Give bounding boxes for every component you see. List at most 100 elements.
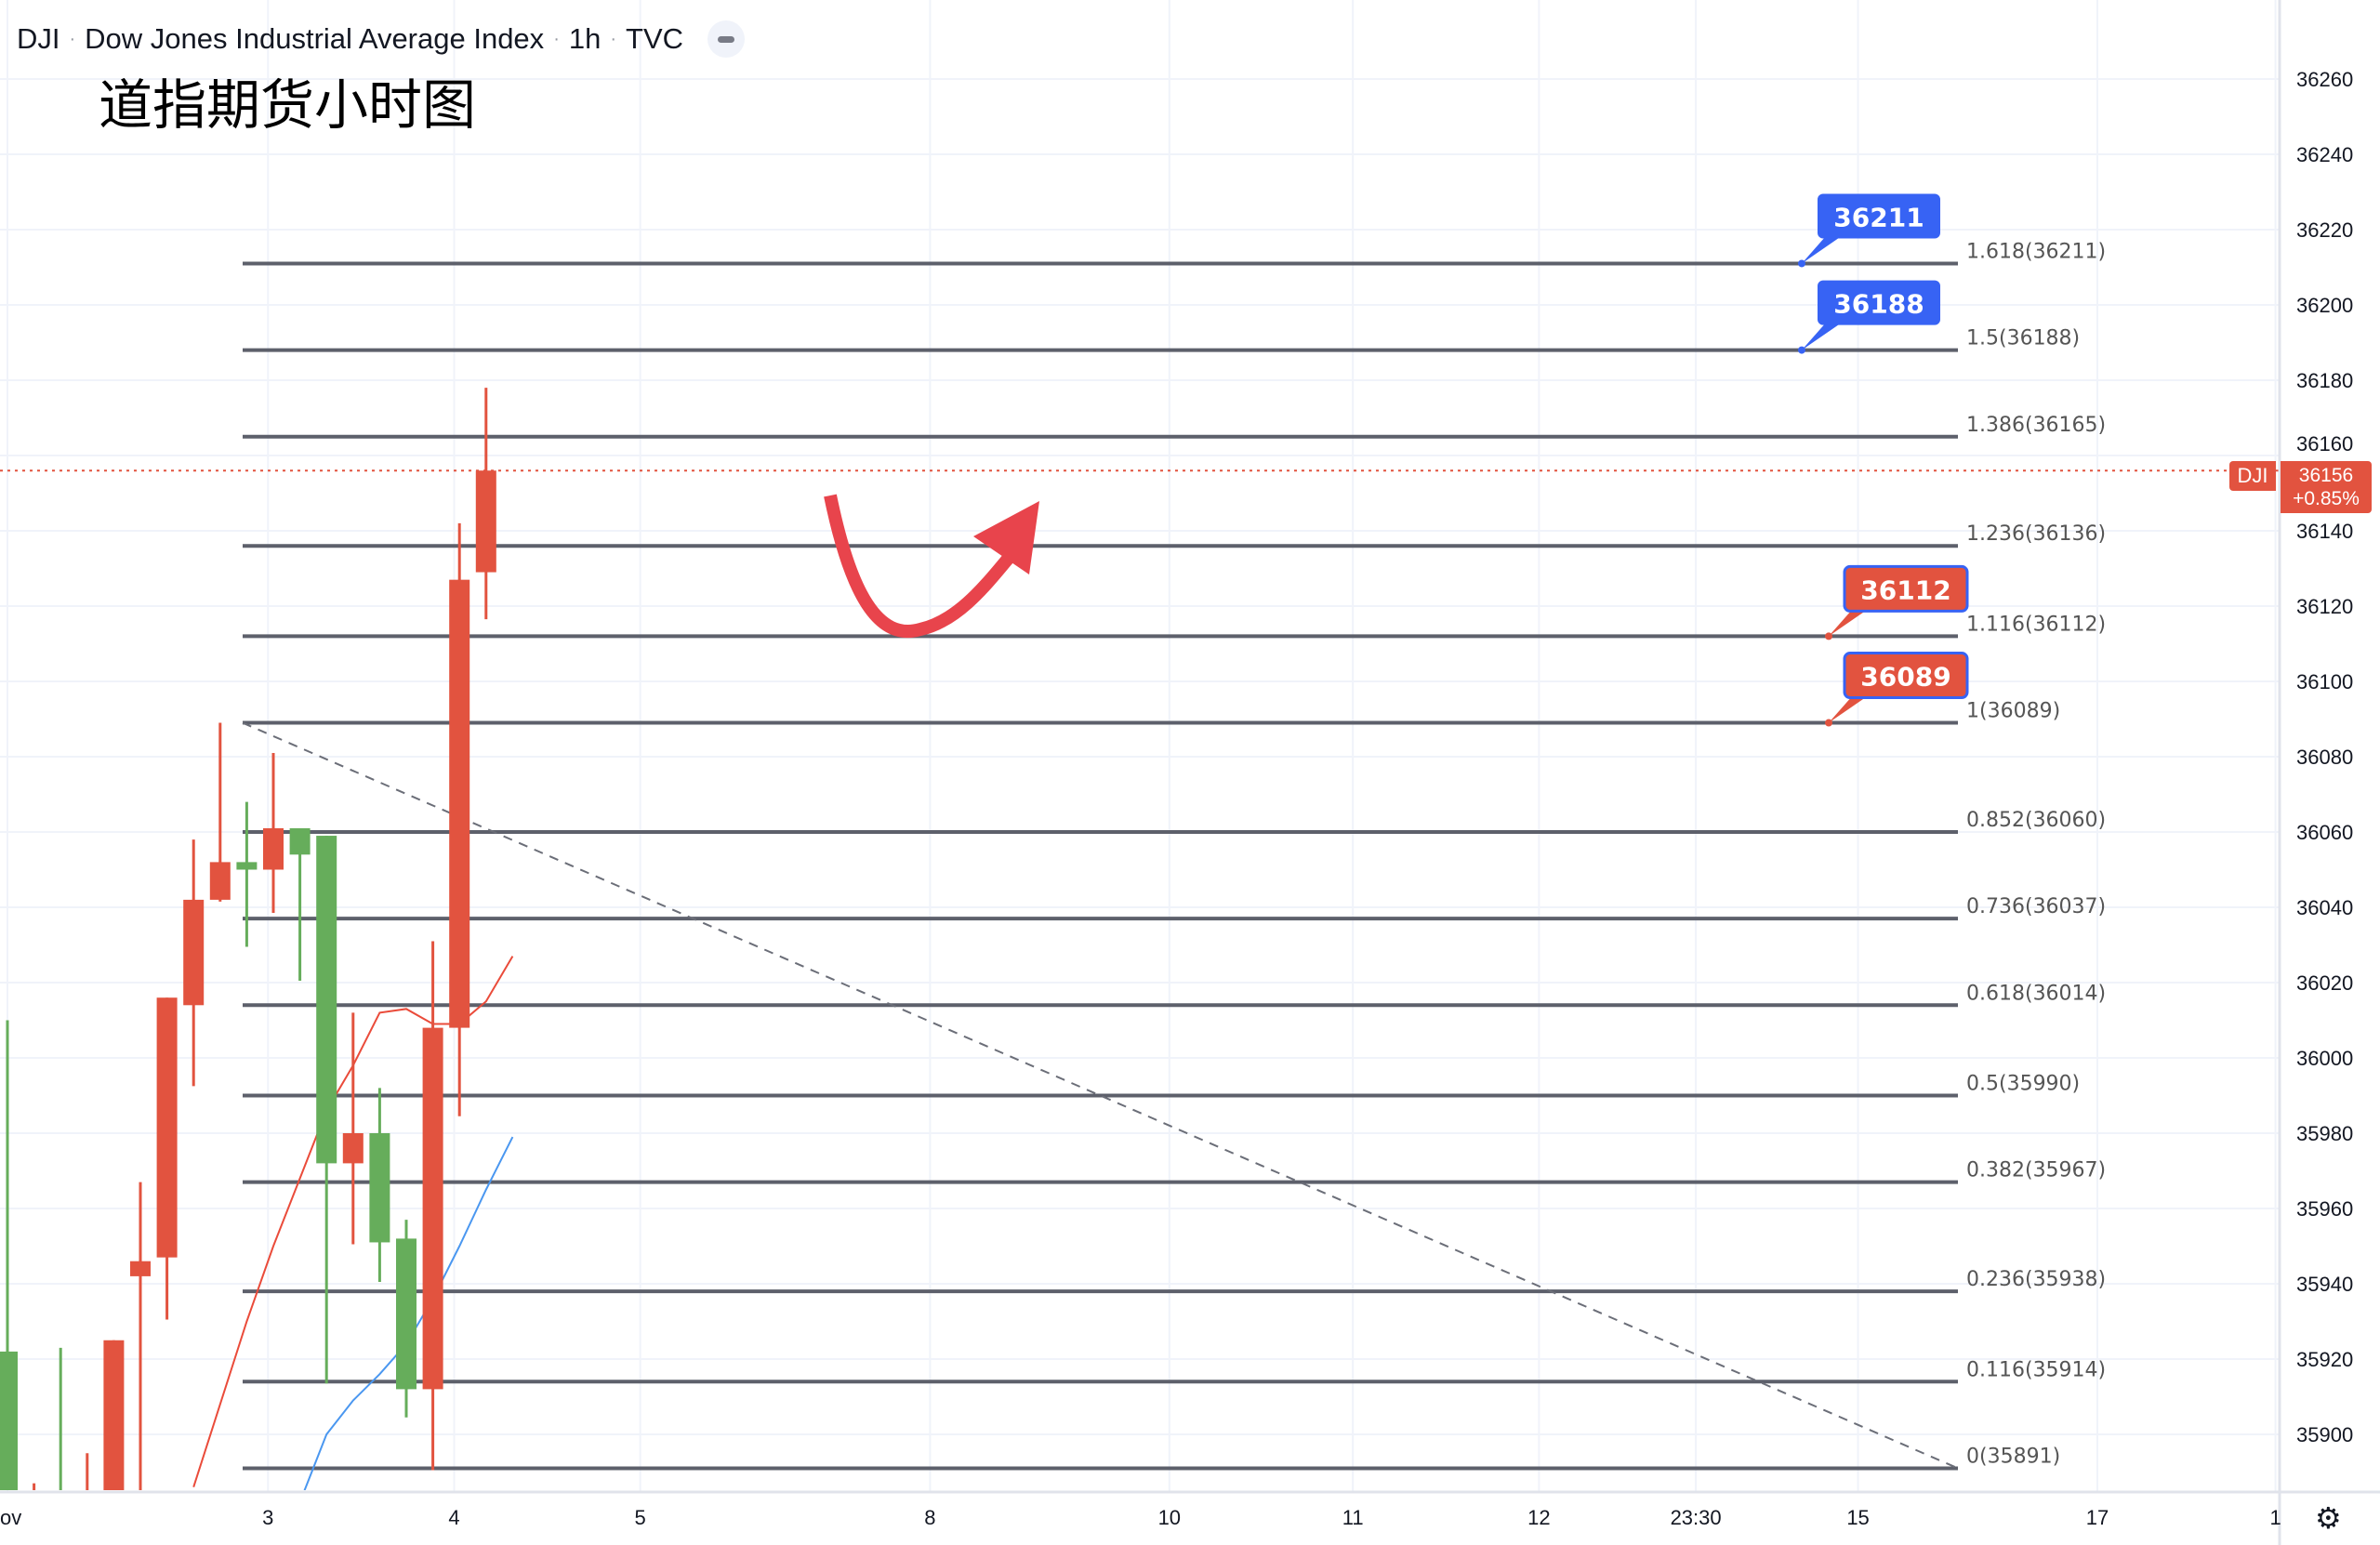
candle-body xyxy=(422,1027,443,1390)
price-tick-label: 36080 xyxy=(2296,746,2353,769)
callout-anchor xyxy=(1798,259,1805,268)
fib-level-label: 1.5(36188) xyxy=(1966,327,2080,350)
time-tick-label: 5 xyxy=(635,1506,646,1529)
fib-level-label: 0.236(35938) xyxy=(1966,1268,2106,1291)
callout-box xyxy=(1843,564,1969,613)
separator: · xyxy=(69,28,76,49)
fib-level-label: 1.236(36136) xyxy=(1966,522,2106,546)
candle-body xyxy=(263,827,284,870)
trend-line xyxy=(242,721,1959,1470)
minus-icon xyxy=(718,35,735,43)
candle xyxy=(449,522,470,1116)
price-change: +0.85% xyxy=(2293,488,2360,509)
price-tick-label: 35900 xyxy=(2296,1423,2353,1446)
callout-box xyxy=(1818,193,1940,239)
annotation-title: 道指期货小时图 xyxy=(99,73,477,137)
callout-text: 36188 xyxy=(1833,289,1924,320)
candle xyxy=(103,1340,125,1490)
separator: · xyxy=(553,28,560,49)
time-tick-label: 11 xyxy=(1342,1506,1364,1529)
callout-anchor xyxy=(1825,719,1832,727)
time-tick-label: 17 xyxy=(2086,1506,2109,1529)
candle xyxy=(130,1182,151,1490)
fib-level-label: 1(36089) xyxy=(1966,700,2060,723)
candle xyxy=(156,997,178,1320)
candle-body xyxy=(209,862,231,900)
price-tick-label: 36140 xyxy=(2296,520,2353,543)
time-tick-label: 23:30 xyxy=(1671,1506,1722,1529)
fib-level-label: 0.852(36060) xyxy=(1966,809,2106,832)
candle xyxy=(342,1012,364,1245)
time-tick-label: ov xyxy=(0,1506,21,1529)
price-tick-label: 36240 xyxy=(2296,143,2353,166)
price-tick-label: 36160 xyxy=(2296,432,2353,456)
price-callout: 36211 xyxy=(1798,193,1940,268)
callout-anchor xyxy=(1825,632,1832,640)
source: TVC xyxy=(626,22,684,55)
price-tick-label: 36060 xyxy=(2296,821,2353,844)
symbol[interactable]: DJI xyxy=(17,22,60,55)
candle xyxy=(33,1483,36,1490)
candle xyxy=(475,388,496,620)
fib-level-label: 0(35891) xyxy=(1966,1445,2060,1468)
price-tick-label: 35920 xyxy=(2296,1348,2353,1371)
candle xyxy=(289,827,311,981)
interval[interactable]: 1h xyxy=(568,22,602,55)
time-axis[interactable]: ov 3 4 5 8 10 11 12 23:30 15 17 1 xyxy=(0,1506,2281,1529)
gear-icon[interactable]: ⚙ xyxy=(2315,1501,2342,1535)
candle xyxy=(183,839,205,1087)
arrow-head xyxy=(973,501,1039,574)
candle xyxy=(59,1347,62,1490)
price-tick-label: 36020 xyxy=(2296,971,2353,995)
candle-body xyxy=(342,1133,364,1164)
callout-box xyxy=(1843,652,1969,700)
callout-text: 36211 xyxy=(1833,202,1924,232)
candle-body xyxy=(183,899,205,1006)
candle xyxy=(369,1088,390,1282)
time-tick-label: 12 xyxy=(1527,1506,1550,1529)
candle xyxy=(316,836,337,1384)
grid xyxy=(0,0,2280,1492)
fib-level-label: 0.5(35990) xyxy=(1966,1073,2080,1096)
time-tick-label: 4 xyxy=(448,1506,459,1529)
last-price: 36156 xyxy=(2298,465,2354,486)
candle xyxy=(263,752,284,914)
price-axis[interactable]: 35900 35920 35940 35960 35980 36000 36020 36040… xyxy=(2296,68,2353,1446)
symbol-name: Dow Jones Industrial Average Index xyxy=(85,22,545,55)
fibonacci-extension[interactable]: 0(35891) 0.116(35914) 0.236(35938) 0.382(35… xyxy=(242,240,2106,1471)
price-badge: 36156 +0.85% xyxy=(2281,461,2372,513)
candle xyxy=(422,941,443,1471)
separator: · xyxy=(610,28,617,49)
candle-body xyxy=(236,862,258,870)
price-tick-label: 36100 xyxy=(2296,670,2353,693)
callout-text: 36089 xyxy=(1860,662,1950,693)
candle xyxy=(396,1220,416,1418)
price-tick-label: 36260 xyxy=(2296,68,2353,91)
candle-body xyxy=(396,1238,416,1390)
fib-level-label: 0.382(35967) xyxy=(1966,1159,2106,1182)
price-tick-label: 36200 xyxy=(2296,294,2353,317)
fib-level-label: 1.618(36211) xyxy=(1966,240,2106,263)
candle-body xyxy=(103,1340,125,1490)
callout-text: 36112 xyxy=(1860,574,1950,605)
curved-arrow-icon xyxy=(824,494,1014,638)
fib-level-label: 1.386(36165) xyxy=(1966,414,2106,437)
fib-level-label: 1.116(36112) xyxy=(1966,613,2106,636)
price-callout: 36188 xyxy=(1798,280,1940,354)
candle-body xyxy=(369,1133,390,1243)
price-tick-label: 36040 xyxy=(2296,896,2353,919)
time-tick-label: 8 xyxy=(924,1506,935,1529)
candle-body xyxy=(289,827,311,855)
candle-body xyxy=(130,1261,151,1276)
fib-level-label: 0.618(36014) xyxy=(1966,982,2106,1005)
candle-body xyxy=(0,1351,18,1490)
candle-body xyxy=(475,470,496,573)
price-tick-label: 35980 xyxy=(2296,1122,2353,1145)
candle-body xyxy=(316,836,337,1164)
fib-level-label: 0.736(36037) xyxy=(1966,895,2106,918)
collapse-legend-button[interactable] xyxy=(707,20,746,58)
time-tick-label: 10 xyxy=(1158,1506,1181,1529)
candle-body xyxy=(449,579,470,1028)
price-callouts[interactable]: 36211 36188 36112 36089 xyxy=(1798,193,1969,727)
